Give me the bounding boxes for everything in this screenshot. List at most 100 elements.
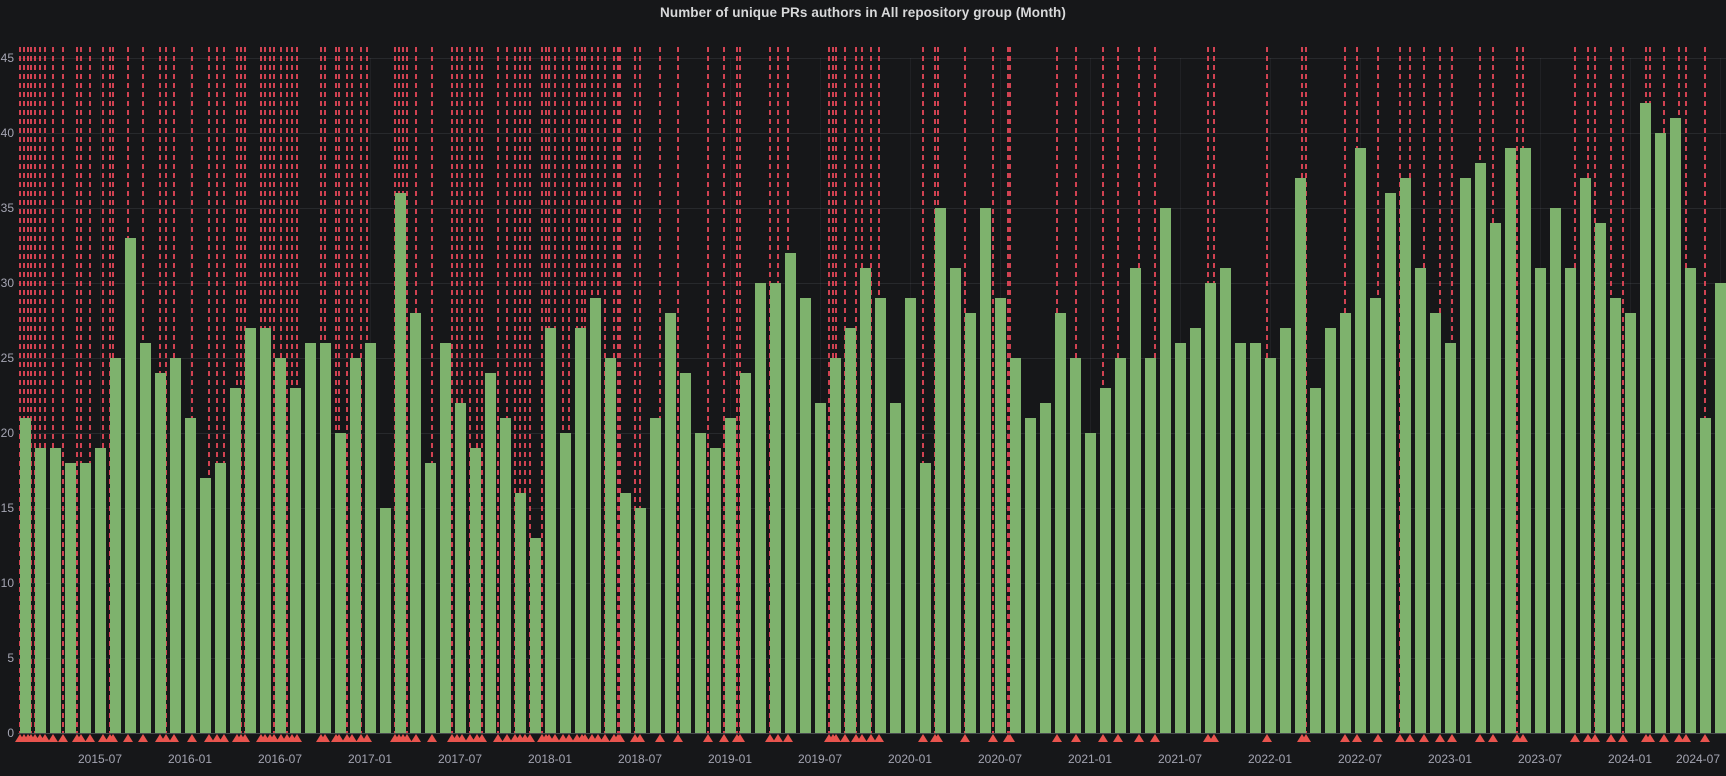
annotation-line[interactable] [828, 47, 830, 733]
bar-2023-03[interactable] [1474, 163, 1486, 733]
annotation-line[interactable] [80, 47, 82, 733]
annotation-marker-icon[interactable] [635, 734, 645, 742]
annotation-line[interactable] [52, 47, 54, 733]
annotation-marker-icon[interactable] [558, 734, 568, 742]
bar-2015-02[interactable] [19, 418, 31, 733]
annotation-line[interactable] [469, 47, 471, 733]
bar-2023-09[interactable] [1564, 268, 1576, 733]
annotation-marker-icon[interactable] [108, 734, 118, 742]
annotation-marker-icon[interactable] [1405, 734, 1415, 742]
bar-2015-11[interactable] [154, 373, 166, 733]
bar-2024-06[interactable] [1699, 418, 1711, 733]
annotation-line[interactable] [568, 47, 570, 733]
bar-2021-08[interactable] [1189, 328, 1201, 733]
bar-2020-10[interactable] [1039, 403, 1051, 733]
bar-2016-02[interactable] [199, 478, 211, 733]
bar-2018-08[interactable] [649, 418, 661, 733]
bar-2024-04[interactable] [1669, 118, 1681, 733]
bar-2021-09[interactable] [1204, 283, 1216, 733]
annotation-line[interactable] [514, 47, 516, 733]
bar-2021-07[interactable] [1174, 343, 1186, 733]
bar-2023-11[interactable] [1594, 223, 1606, 733]
annotation-marker-icon[interactable] [169, 734, 179, 742]
annotation-line[interactable] [855, 47, 857, 733]
annotation-marker-icon[interactable] [457, 734, 467, 742]
bar-2018-06[interactable] [619, 493, 631, 733]
bar-2023-01[interactable] [1444, 343, 1456, 733]
bar-2015-12[interactable] [169, 358, 181, 733]
bar-2019-09[interactable] [844, 328, 856, 733]
bar-2020-09[interactable] [1024, 418, 1036, 733]
bar-2020-11[interactable] [1054, 313, 1066, 733]
annotation-line[interactable] [870, 47, 872, 733]
bar-2019-01[interactable] [724, 418, 736, 733]
annotation-marker-icon[interactable] [1052, 734, 1062, 742]
bar-2020-07[interactable] [994, 298, 1006, 733]
annotation-line[interactable] [240, 47, 242, 733]
annotation-marker-icon[interactable] [98, 734, 108, 742]
annotation-marker-icon[interactable] [40, 734, 50, 742]
annotation-marker-icon[interactable] [334, 734, 344, 742]
bar-2023-07[interactable] [1534, 268, 1546, 733]
bar-2015-09[interactable] [124, 238, 136, 733]
bar-2018-09[interactable] [664, 313, 676, 733]
annotation-marker-icon[interactable] [85, 734, 95, 742]
bar-2018-07[interactable] [634, 508, 646, 733]
annotation-marker-icon[interactable] [356, 734, 366, 742]
bar-2015-04[interactable] [49, 448, 61, 733]
annotation-marker-icon[interactable] [138, 734, 148, 742]
bar-2019-06[interactable] [799, 298, 811, 733]
annotation-marker-icon[interactable] [1590, 734, 1600, 742]
annotation-line[interactable] [529, 47, 531, 733]
annotation-marker-icon[interactable] [783, 734, 793, 742]
bar-2016-01[interactable] [184, 418, 196, 733]
bar-2021-02[interactable] [1099, 388, 1111, 733]
annotation-line[interactable] [216, 47, 218, 733]
annotation-marker-icon[interactable] [411, 734, 421, 742]
annotation-line[interactable] [335, 47, 337, 733]
bar-2019-12[interactable] [889, 403, 901, 733]
annotation-marker-icon[interactable] [402, 734, 412, 742]
annotation-marker-icon[interactable] [123, 734, 133, 742]
annotation-marker-icon[interactable] [655, 734, 665, 742]
annotation-marker-icon[interactable] [580, 734, 590, 742]
annotation-marker-icon[interactable] [362, 734, 372, 742]
annotation-marker-icon[interactable] [1475, 734, 1485, 742]
annotation-line[interactable] [736, 47, 738, 733]
bar-2023-06[interactable] [1519, 148, 1531, 733]
annotation-marker-icon[interactable] [1134, 734, 1144, 742]
annotation-marker-icon[interactable] [48, 734, 58, 742]
annotation-marker-icon[interactable] [219, 734, 229, 742]
annotation-marker-icon[interactable] [1618, 734, 1628, 742]
annotation-marker-icon[interactable] [320, 734, 330, 742]
annotation-marker-icon[interactable] [1674, 734, 1684, 742]
annotation-marker-icon[interactable] [1340, 734, 1350, 742]
annotation-marker-icon[interactable] [1395, 734, 1405, 742]
annotation-marker-icon[interactable] [544, 734, 554, 742]
bar-2015-05[interactable] [64, 463, 76, 733]
annotation-line[interactable] [519, 47, 521, 733]
annotation-marker-icon[interactable] [773, 734, 783, 742]
bar-2022-01[interactable] [1264, 358, 1276, 733]
annotation-line[interactable] [541, 47, 543, 733]
annotation-marker-icon[interactable] [1209, 734, 1219, 742]
annotation-marker-icon[interactable] [1700, 734, 1710, 742]
annotation-marker-icon[interactable] [831, 734, 841, 742]
bar-2023-12[interactable] [1609, 298, 1621, 733]
bar-2019-10[interactable] [859, 268, 871, 733]
annotation-marker-icon[interactable] [735, 734, 745, 742]
annotation-marker-icon[interactable] [1098, 734, 1108, 742]
annotation-marker-icon[interactable] [587, 734, 597, 742]
annotation-marker-icon[interactable] [1113, 734, 1123, 742]
bar-2019-02[interactable] [739, 373, 751, 733]
bar-2018-11[interactable] [694, 433, 706, 733]
annotation-line[interactable] [223, 47, 225, 733]
annotation-line[interactable] [723, 47, 725, 733]
annotation-marker-icon[interactable] [465, 734, 475, 742]
bar-2015-06[interactable] [79, 463, 91, 733]
annotation-line[interactable] [659, 47, 661, 733]
annotation-marker-icon[interactable] [615, 734, 625, 742]
annotation-line[interactable] [461, 47, 463, 733]
annotation-marker-icon[interactable] [933, 734, 943, 742]
annotation-marker-icon[interactable] [600, 734, 610, 742]
